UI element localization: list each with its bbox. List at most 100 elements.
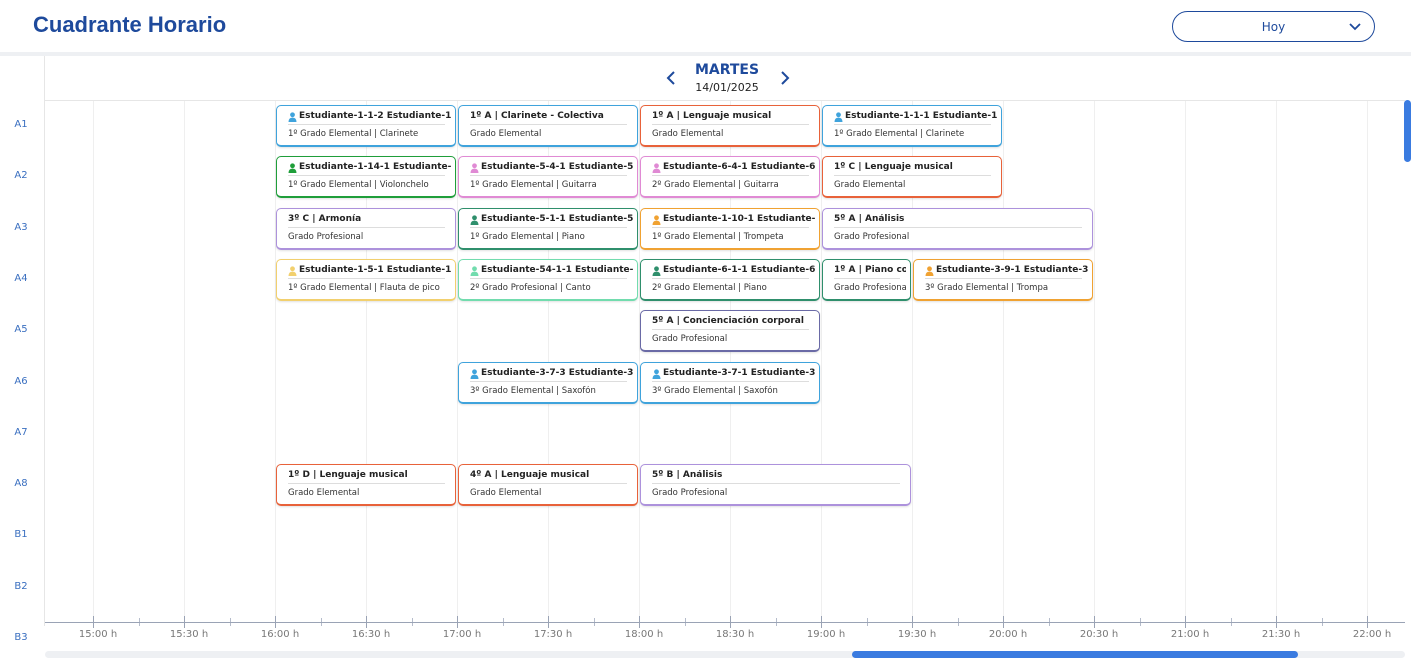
grid-line <box>639 101 640 622</box>
event-title: 5º A | Análisis <box>834 213 905 224</box>
row-label: A1 <box>14 119 28 130</box>
v-scroll-thumb[interactable] <box>1404 100 1411 162</box>
event-divider <box>834 124 991 125</box>
event-card[interactable]: Estudiante-5-4-1 Estudiante-5-4-1 1º Grad… <box>458 156 638 199</box>
event-title: Estudiante-1-14-1 Estudiante-1-14-1 <box>299 162 451 173</box>
event-subtitle: Grado Profesional <box>834 231 910 242</box>
time-label: 17:00 h <box>442 629 482 640</box>
event-title: Estudiante-1-1-2 Estudiante-1-1-2 <box>299 111 451 121</box>
event-card[interactable]: Estudiante-1-1-2 Estudiante-1-1-2 1º Grad… <box>276 105 456 147</box>
event-card[interactable]: Estudiante-3-7-3 Estudiante-3-7-3 3º Grad… <box>458 361 638 404</box>
event-card[interactable]: 1º A | Clarinete - Colectiva Grado Elemen… <box>458 105 638 147</box>
row-label: B2 <box>14 580 28 592</box>
grid-line <box>821 101 822 622</box>
event-divider <box>288 226 445 228</box>
event-card[interactable]: Estudiante-1-5-1 Estudiante-1-5-1 1º Grad… <box>276 258 456 301</box>
event-card[interactable]: Estudiante-1-14-1 Estudiante-1-14-1 1º Gr… <box>276 156 456 199</box>
prev-day[interactable] <box>664 70 678 86</box>
grid-line <box>1094 101 1095 622</box>
event-subtitle: Grado Elemental <box>470 488 542 499</box>
event-card[interactable]: Estudiante-54-1-1 Estudiante-54-1-1 2º Gr… <box>458 258 638 301</box>
event-title: 1º A | Clarinete - Colectiva <box>470 111 604 121</box>
header-separator <box>0 52 1411 56</box>
event-divider <box>834 226 1082 228</box>
event-divider <box>470 226 627 228</box>
row-label: B1 <box>14 529 28 541</box>
row-label: A2 <box>14 170 28 182</box>
event-subtitle: 1º Grado Elemental | Flauta de pico <box>288 282 440 293</box>
view-select[interactable]: Hoy <box>1172 11 1375 42</box>
event-divider <box>470 483 627 485</box>
event-card[interactable]: 1º A | Piano compl Grado Profesional <box>822 258 911 301</box>
event-subtitle: Grado Profesional <box>652 334 728 345</box>
event-card[interactable]: 5º A | Concienciación corporal Grado Prof… <box>640 310 820 353</box>
time-label: 21:30 h <box>1261 629 1301 640</box>
event-card[interactable]: 4º A | Lenguaje musical Grado Elemental <box>458 464 638 507</box>
time-label: 18:00 h <box>624 629 664 640</box>
event-card[interactable]: Estudiante-5-1-1 Estudiante-5-1-1 1º Grad… <box>458 207 638 250</box>
student-icon <box>470 266 479 276</box>
student-icon <box>470 368 479 379</box>
time-label: 17:30 h <box>533 629 573 640</box>
chevron-down <box>1349 23 1361 31</box>
event-card[interactable]: 5º A | Análisis Grado Profesional <box>822 207 1093 250</box>
event-card[interactable]: 3º C | Armonía Grado Profesional <box>276 207 456 250</box>
event-subtitle: Grado Elemental <box>652 129 724 139</box>
time-label: 21:00 h <box>1170 629 1210 640</box>
grid-line <box>184 101 185 622</box>
event-title: 5º B | Análisis <box>652 470 723 481</box>
event-title: 1º A | Lenguaje musical <box>652 111 772 121</box>
event-title: 4º A | Lenguaje musical <box>470 470 590 481</box>
row-label: A6 <box>14 375 28 387</box>
weekday: MARTES <box>694 62 760 78</box>
event-subtitle: 1º Grado Elemental | Clarinete <box>288 129 419 139</box>
row-label: B3 <box>14 632 28 643</box>
time-label: 20:30 h <box>1079 629 1119 640</box>
event-divider <box>470 175 627 177</box>
student-icon <box>470 214 479 225</box>
event-subtitle: 2º Grado Elemental | Guitarra <box>652 180 779 191</box>
time-label: 20:00 h <box>988 629 1028 640</box>
event-card[interactable]: Estudiante-6-1-1 Estudiante-6-1-1 2º Grad… <box>640 258 820 301</box>
event-title: Estudiante-1-1-1 Estudiante-1-1-1 <box>845 111 997 121</box>
h-scroll-thumb[interactable] <box>852 651 1298 658</box>
event-title: Estudiante-5-4-1 Estudiante-5-4-1 <box>481 162 633 173</box>
event-card[interactable]: Estudiante-3-7-1 Estudiante-3-7-1 3º Grad… <box>640 361 820 404</box>
event-card[interactable]: 5º B | Análisis Grado Profesional <box>640 464 911 507</box>
student-icon <box>925 266 934 276</box>
event-title: 1º C | Lenguaje musical <box>834 162 953 173</box>
event-divider <box>925 277 1082 279</box>
student-icon <box>470 163 479 174</box>
event-subtitle: Grado Elemental <box>470 129 542 139</box>
time-label: 15:30 h <box>169 629 209 640</box>
event-divider <box>470 380 627 382</box>
h-scrollbar[interactable] <box>45 651 1405 658</box>
row-label-divider <box>44 56 45 626</box>
next-day[interactable] <box>778 70 792 86</box>
event-title: 1º A | Piano compl <box>834 264 906 275</box>
event-subtitle: 1º Grado Elemental | Guitarra <box>470 180 597 191</box>
event-subtitle: 1º Grado Elemental | Clarinete <box>834 129 965 139</box>
grid-line <box>1003 101 1004 622</box>
event-card[interactable]: 1º D | Lenguaje musical Grado Elemental <box>276 464 456 507</box>
student-icon <box>288 163 297 174</box>
event-title: Estudiante-5-1-1 Estudiante-5-1-1 <box>481 213 633 224</box>
event-card[interactable]: 1º C | Lenguaje musical Grado Elemental <box>822 156 1002 199</box>
event-title: 5º A | Concienciación corporal <box>652 316 804 327</box>
event-card[interactable]: Estudiante-1-10-1 Estudiante-1-10-1 1º Gr… <box>640 207 820 250</box>
event-title: Estudiante-6-4-1 Estudiante-6-4-1 <box>663 162 815 173</box>
event-divider <box>834 175 991 177</box>
event-card[interactable]: Estudiante-1-1-1 Estudiante-1-1-1 1º Grad… <box>822 105 1002 147</box>
event-title: 1º D | Lenguaje musical <box>288 470 408 481</box>
event-subtitle: Grado Profesional <box>288 231 364 242</box>
grid-line <box>1367 101 1368 622</box>
event-title: Estudiante-54-1-1 Estudiante-54-1-1 <box>481 264 633 275</box>
event-subtitle: 2º Grado Profesional | Canto <box>470 282 591 293</box>
event-subtitle: 2º Grado Elemental | Piano <box>652 282 767 293</box>
event-card[interactable]: Estudiante-3-9-1 Estudiante-3-9-1 3º Grad… <box>913 258 1093 301</box>
row-label: A5 <box>14 324 28 336</box>
student-icon <box>834 112 843 122</box>
event-divider <box>652 226 809 228</box>
event-card[interactable]: 1º A | Lenguaje musical Grado Elemental <box>640 105 820 147</box>
event-card[interactable]: Estudiante-6-4-1 Estudiante-6-4-1 2º Grad… <box>640 156 820 199</box>
